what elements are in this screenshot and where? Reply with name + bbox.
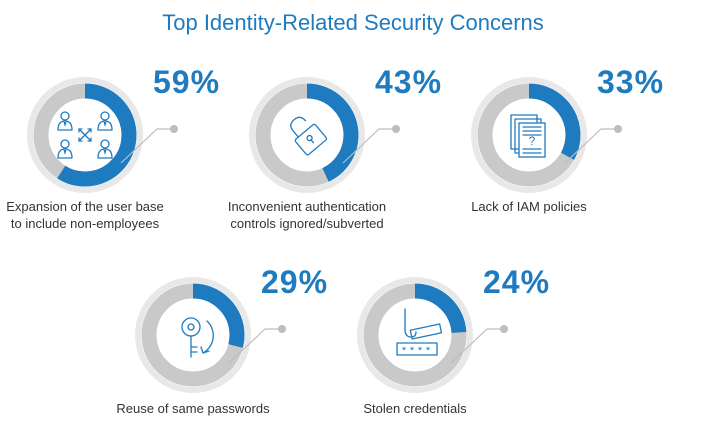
concern-authentication: 43% Inconvenient authentication controls i… [222,60,472,231]
percent-label: 24% [483,264,551,300]
concern-caption: Reuse of same passwords [68,400,318,417]
connector-line [450,328,504,364]
caption-line: Stolen credentials [363,401,467,416]
concern-stolen-credentials: * * * * 24% Stolen credentials [330,260,580,430]
connector-dot [500,325,508,333]
caption-line: Inconvenient authentication [227,199,387,214]
concern-caption: Expansion of the user base to include non… [0,198,210,232]
connector-line [228,328,282,364]
value-arc-password-reuse [141,283,245,387]
users-network-icon [57,111,113,159]
value-arc-iam-policies [477,83,581,187]
caption-line: Reuse of same passwords [116,401,270,416]
documents-question-icon: ? [510,114,546,158]
svg-text:*: * [426,345,431,357]
percent-label: 43% [375,64,443,100]
value-arc-stolen-credentials [363,283,467,387]
donut-chart-iam-policies: ? [471,77,622,193]
padlock-icon [290,116,328,156]
donut-chart-stolen-credentials: * * * * [357,277,508,393]
percent-label: 29% [261,264,329,300]
donut-chart-authentication [249,77,400,193]
donut-chart-password-reuse [135,277,286,393]
percent-label: 59% [153,64,221,100]
connector-line [564,128,618,164]
caption-line: Expansion of the user base [6,199,164,214]
caption-line: to include non-employees [10,216,160,231]
key-cycle-icon [181,317,214,358]
concern-caption: Lack of IAM policies [404,198,654,215]
value-arc-user-base [33,83,137,187]
concern-iam-policies: ? 33% Lack of IAM policies [444,60,694,230]
connector-dot [392,125,400,133]
svg-text:*: * [418,345,423,357]
percent-label: 33% [597,64,665,100]
svg-text:?: ? [529,134,536,148]
password-hook-icon: * * * * [396,308,443,357]
concern-user-base: 59% Expansion of the user base to include … [0,60,250,232]
connector-line [342,128,396,164]
caption-line: Lack of IAM policies [471,199,587,214]
connector-dot [170,125,178,133]
caption-line: controls ignored/subverted [230,216,384,231]
donut-chart-user-base [27,77,178,193]
svg-text:*: * [402,345,407,357]
concern-password-reuse: 29% Reuse of same passwords [108,260,358,430]
concern-caption: Inconvenient authentication controls igno… [182,198,432,232]
connector-line [120,128,174,164]
connector-dot [278,325,286,333]
value-arc-authentication [255,83,359,187]
concern-caption: Stolen credentials [290,400,540,417]
connector-dot [614,125,622,133]
svg-text:*: * [410,345,415,357]
page-title: Top Identity-Related Security Concerns [162,10,544,35]
